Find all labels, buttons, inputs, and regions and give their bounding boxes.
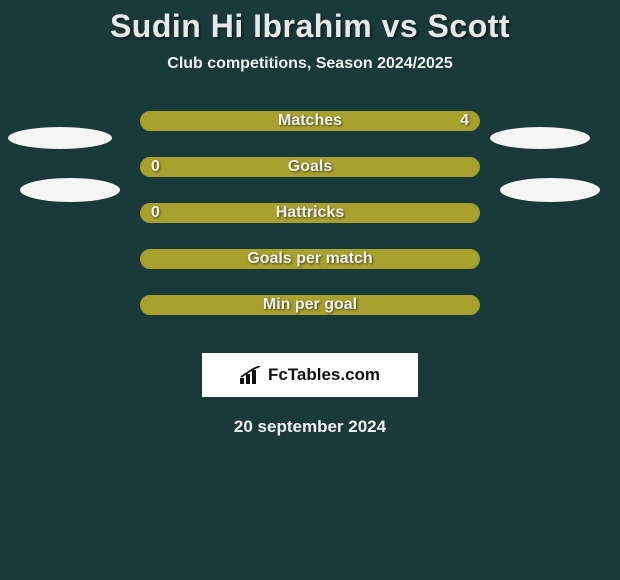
page-subtitle: Club competitions, Season 2024/2025 (167, 55, 452, 73)
stat-value-left: 0 (151, 204, 160, 222)
stat-row: Hattricks 0 (140, 203, 480, 223)
decorative-ellipse (20, 178, 120, 202)
date-text: 20 september 2024 (234, 417, 386, 437)
stat-label: Matches (278, 112, 342, 130)
decorative-ellipse (490, 127, 590, 149)
stat-label: Hattricks (276, 204, 344, 222)
stat-label: Goals per match (247, 250, 372, 268)
stat-row: Min per goal (140, 295, 480, 315)
stat-row: Goals per match (140, 249, 480, 269)
decorative-ellipse (8, 127, 112, 149)
stat-row: Matches 4 (140, 111, 480, 131)
stat-value-left: 0 (151, 158, 160, 176)
stat-label: Goals (288, 158, 332, 176)
source-badge[interactable]: FcTables.com (202, 353, 418, 397)
source-badge-text: FcTables.com (268, 365, 380, 385)
stat-value-right: 4 (460, 112, 469, 130)
decorative-ellipse (500, 178, 600, 202)
page-title: Sudin Hi Ibrahim vs Scott (110, 8, 510, 45)
stat-row: Goals 0 (140, 157, 480, 177)
stat-label: Min per goal (263, 296, 357, 314)
chart-icon (240, 366, 262, 384)
comparison-card: Sudin Hi Ibrahim vs Scott Club competiti… (0, 0, 620, 437)
